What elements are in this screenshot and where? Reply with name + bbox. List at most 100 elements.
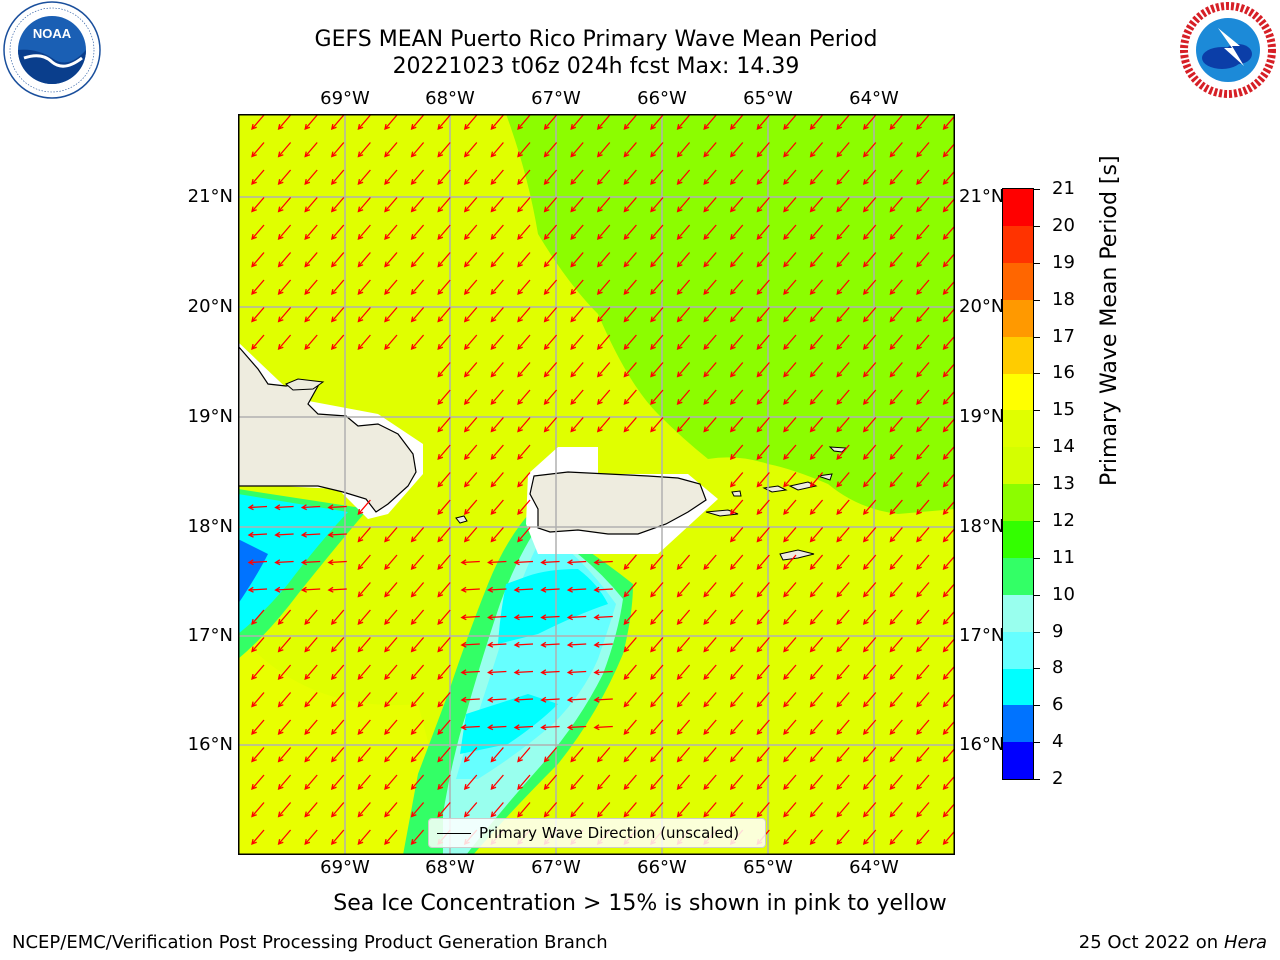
wave-direction-arrow — [889, 609, 903, 626]
wave-direction-arrow — [729, 114, 744, 131]
wave-direction-arrow — [274, 559, 294, 566]
wave-direction-arrow — [783, 664, 797, 681]
wave-direction-arrow — [916, 417, 930, 433]
wave-direction-arrow — [916, 279, 930, 296]
wave-direction-arrow — [437, 252, 451, 268]
wave-direction-arrow — [410, 582, 425, 598]
wave-direction-arrow — [783, 197, 797, 213]
wave-direction-arrow — [570, 774, 584, 791]
wave-direction-arrow — [304, 334, 318, 351]
colorbar-tick-label: 4 — [1052, 731, 1064, 753]
wave-direction-arrow — [783, 417, 797, 433]
colorbar-label: Primary Wave Mean Period [s] — [1097, 155, 1122, 486]
wave-direction-arrow — [783, 334, 797, 351]
wave-direction-arrow — [357, 664, 371, 681]
wave-direction-arrow — [357, 692, 371, 708]
wave-direction-arrow — [756, 609, 770, 626]
wave-direction-arrow — [916, 747, 930, 763]
wave-direction-arrow — [836, 114, 850, 131]
wave-direction-arrow — [517, 389, 531, 406]
wave-direction-arrow — [357, 279, 371, 296]
wave-direction-arrow — [277, 307, 292, 323]
wave-direction-arrow — [251, 829, 265, 846]
wave-direction-arrow — [490, 114, 504, 131]
colorbar-segment — [1003, 225, 1033, 263]
lat-label-right: 20°N — [959, 296, 1005, 317]
land-mona — [455, 515, 468, 524]
wave-direction-arrow — [543, 169, 558, 186]
wave-direction-arrow — [862, 609, 877, 626]
wave-direction-arrow — [809, 444, 824, 461]
wave-direction-arrow — [836, 279, 850, 296]
footer-date: 25 Oct 2022 on Hera — [1079, 932, 1267, 953]
wave-direction-arrow — [410, 224, 425, 241]
wave-direction-arrow — [384, 802, 398, 818]
wave-direction-arrow — [756, 664, 770, 681]
wave-direction-arrow — [729, 362, 744, 378]
wave-direction-arrow — [277, 747, 292, 763]
wave-direction-arrow — [540, 696, 560, 703]
wave-direction-arrow — [703, 114, 717, 131]
wave-direction-arrow — [251, 169, 265, 186]
colorbar-tick-label: 11 — [1052, 546, 1075, 568]
wave-direction-arrow — [357, 527, 371, 543]
wave-direction-arrow — [623, 692, 637, 708]
wave-direction-arrow — [676, 307, 691, 323]
colorbar-tick-label: 18 — [1052, 288, 1075, 310]
wave-direction-arrow — [783, 829, 797, 846]
colorbar-tick-label: 20 — [1052, 214, 1075, 236]
wave-direction-arrow — [676, 197, 691, 213]
wave-direction-arrow — [274, 531, 294, 538]
wave-direction-arrow — [676, 582, 691, 598]
wave-direction-arrow — [543, 307, 558, 323]
wave-direction-arrow — [916, 307, 930, 323]
wave-direction-arrow — [650, 169, 664, 186]
period-field-west-blue — [238, 539, 268, 604]
period-field-13 — [506, 114, 955, 514]
wave-direction-arrow — [304, 142, 318, 158]
lat-label-right: 18°N — [959, 516, 1005, 537]
wave-direction-arrow — [330, 197, 345, 213]
wave-direction-arrow — [517, 747, 531, 763]
graticule — [238, 114, 955, 855]
wave-direction-arrow — [729, 224, 744, 241]
wave-direction-arrow — [676, 224, 691, 241]
wave-direction-arrow — [251, 747, 265, 763]
wave-direction-arrow — [916, 362, 930, 378]
wave-direction-arrow — [783, 307, 797, 323]
wave-direction-arrow — [809, 334, 824, 351]
wave-direction-arrow — [330, 252, 345, 268]
wave-direction-arrow — [247, 559, 268, 566]
wave-direction-arrow — [809, 609, 824, 626]
wave-direction-arrow — [513, 559, 534, 566]
wave-direction-arrow — [729, 774, 744, 791]
wave-direction-arrow — [650, 279, 664, 296]
wave-direction-arrow — [729, 307, 744, 323]
wave-direction-arrow — [756, 362, 770, 378]
wave-direction-arrow — [384, 142, 398, 158]
wave-direction-arrow — [410, 802, 425, 818]
wave-direction-arrow — [460, 641, 480, 648]
wave-direction-arrow — [809, 499, 824, 516]
wave-direction-arrow — [916, 829, 930, 846]
wave-direction-arrow — [809, 389, 824, 406]
colorbar — [1002, 188, 1034, 780]
wave-direction-arrow — [517, 252, 531, 268]
wave-direction-arrow — [836, 252, 850, 268]
wave-direction-arrow — [543, 279, 558, 296]
wave-direction-arrow — [251, 197, 265, 213]
wave-direction-arrow — [570, 307, 584, 323]
wave-direction-arrow — [570, 389, 584, 406]
wave-direction-arrow — [251, 692, 265, 708]
wave-direction-arrow — [570, 747, 584, 763]
wave-direction-arrow — [783, 609, 797, 626]
wave-direction-arrow — [251, 307, 265, 323]
wave-direction-arrow — [623, 554, 637, 571]
sea-ice-note: Sea Ice Concentration > 15% is shown in … — [333, 891, 947, 916]
wave-direction-arrow — [596, 114, 611, 131]
wave-direction-arrow — [650, 774, 664, 791]
wave-direction-arrow — [703, 692, 717, 708]
wave-direction-arrow — [676, 417, 691, 433]
wave-direction-arrow — [410, 609, 425, 626]
wave-direction-arrow — [384, 582, 398, 598]
